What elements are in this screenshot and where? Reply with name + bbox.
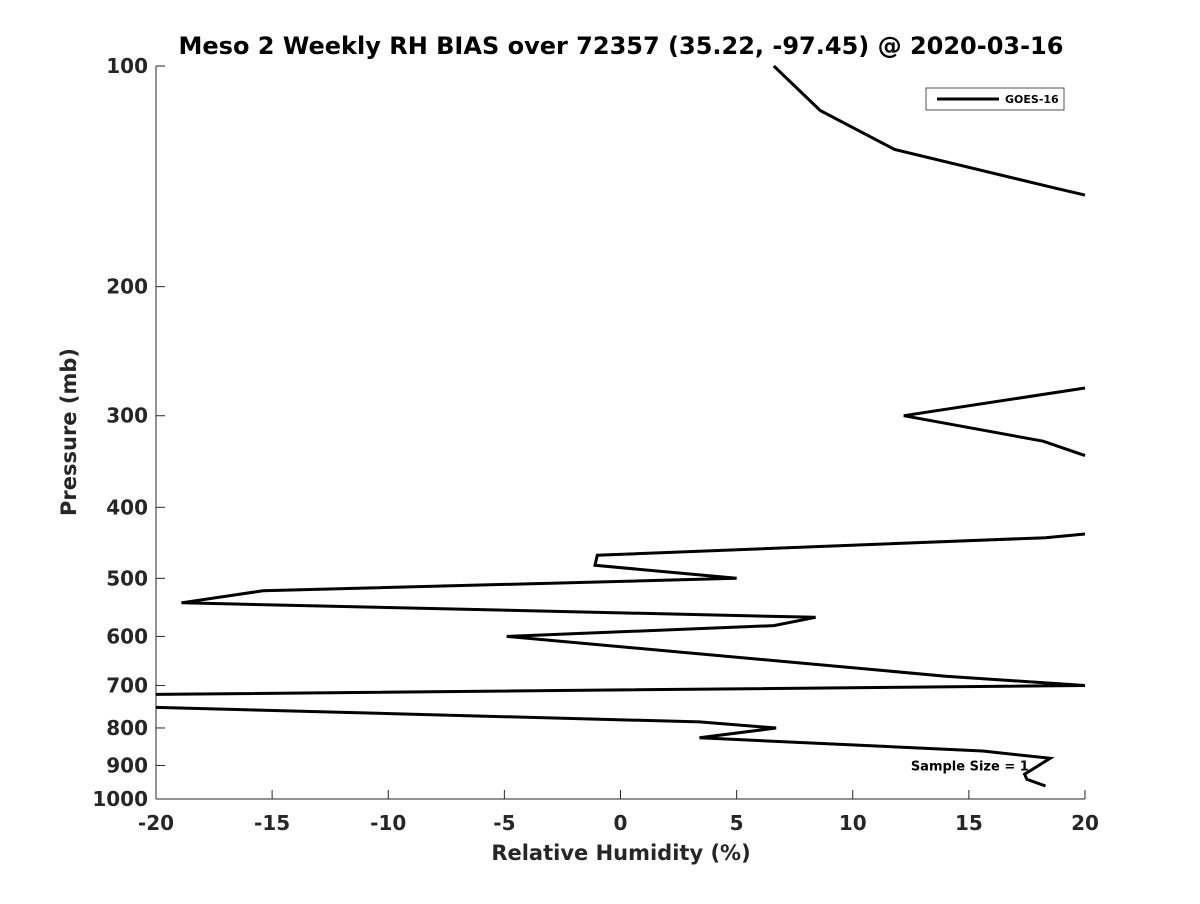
x-tick-label: -10	[370, 811, 406, 835]
x-tick-label: 10	[839, 811, 867, 835]
x-tick-label: -20	[138, 811, 174, 835]
x-axis-label: Relative Humidity (%)	[491, 841, 750, 865]
legend: GOES-16	[925, 87, 1065, 111]
chart-title: Meso 2 Weekly RH BIAS over 72357 (35.22,…	[179, 32, 1064, 60]
y-tick-label: 600	[106, 624, 148, 648]
legend-label: GOES-16	[1005, 93, 1059, 106]
x-tick-label: 20	[1071, 811, 1099, 835]
series-layer	[155, 64, 1086, 788]
x-tick-label: -15	[254, 811, 290, 835]
y-tick-label: 900	[106, 753, 148, 777]
x-tick-label: 15	[955, 811, 983, 835]
x-tick-label: 0	[614, 811, 628, 835]
plot-area: -20 -15 -10 -5 0 5 10 15 20 100 200 300 400 500 600 70…	[92, 54, 1099, 835]
y-tick-label: 800	[106, 716, 148, 740]
y-tick-label: 400	[106, 495, 148, 519]
y-tick-label: 200	[106, 275, 148, 299]
y-tick-label: 1000	[92, 787, 148, 811]
y-tick-label: 500	[106, 566, 148, 590]
series-line	[155, 64, 1086, 788]
annotation-layer: Sample Size = 1	[911, 759, 1029, 774]
plot-frame	[156, 66, 1085, 799]
x-tick-label: -5	[493, 811, 515, 835]
annotation-text: Sample Size = 1	[911, 759, 1029, 774]
y-tick-label: 300	[106, 404, 148, 428]
y-axis-ticks: 100 200 300 400 500 600 700 800 900 1000	[92, 54, 165, 811]
y-tick-label: 700	[106, 673, 148, 697]
x-tick-label: 5	[730, 811, 744, 835]
x-axis-ticks: -20 -15 -10 -5 0 5 10 15 20	[138, 790, 1099, 835]
y-tick-label: 100	[106, 54, 148, 78]
y-axis-label: Pressure (mb)	[57, 348, 81, 516]
